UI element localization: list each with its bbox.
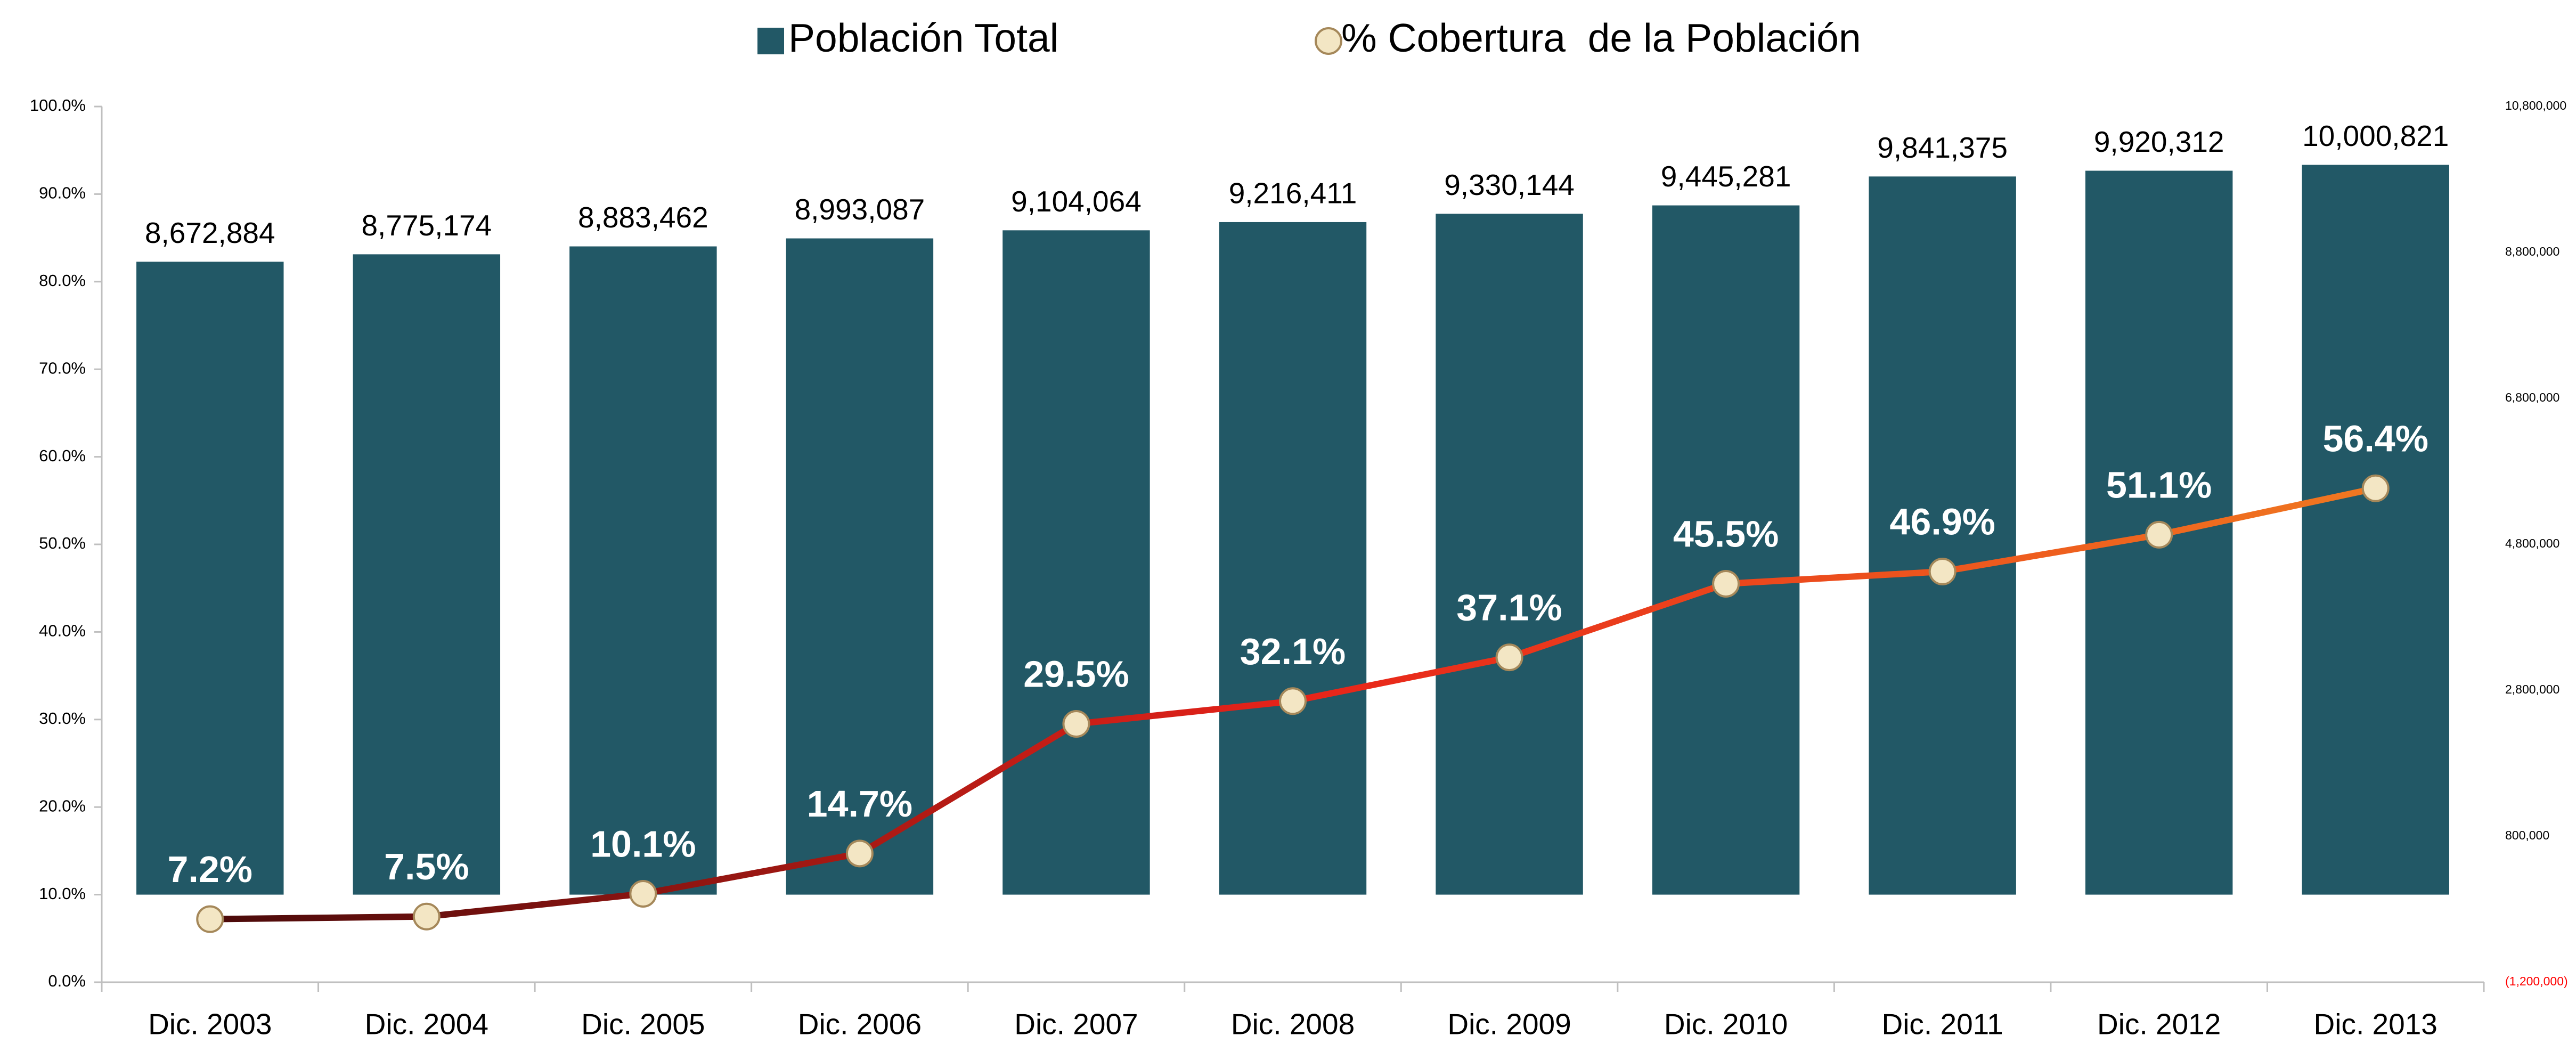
line-value-label: 14.7% — [807, 783, 912, 825]
legend-swatch — [757, 28, 784, 54]
x-tick-label: Dic. 2010 — [1664, 1008, 1788, 1041]
line-marker — [412, 902, 441, 931]
bar-value-label: 9,445,281 — [1661, 160, 1791, 193]
x-tick-label: Dic. 2011 — [1881, 1008, 2003, 1041]
line-value-label: 7.2% — [167, 849, 252, 890]
line-marker — [845, 839, 874, 868]
y2-tick-label: 8,800,000 — [2505, 244, 2559, 258]
y2-tick-label: 2,800,000 — [2505, 682, 2559, 696]
y2-tick-label: (1,200,000) — [2505, 974, 2568, 988]
line-value-label: 46.9% — [1889, 501, 1995, 542]
y-tick-label: 90.0% — [39, 184, 86, 202]
bar-value-label: 9,104,064 — [1011, 185, 1142, 218]
line-marker — [1062, 710, 1090, 738]
bar-value-label: 9,920,312 — [2094, 125, 2224, 158]
line-marker — [1712, 569, 1740, 598]
y-tick-label: 20.0% — [39, 796, 86, 815]
bar — [1652, 205, 1800, 895]
bar-value-label: 8,993,087 — [795, 193, 925, 226]
line-value-label: 7.5% — [384, 846, 469, 887]
line-value-label: 37.1% — [1456, 587, 1562, 629]
x-tick-label: Dic. 2008 — [1231, 1008, 1355, 1041]
y-tick-label: 100.0% — [30, 96, 86, 115]
legend-marker — [1315, 27, 1342, 55]
bar-value-label: 10,000,821 — [2302, 119, 2449, 152]
x-tick-label: Dic. 2009 — [1447, 1008, 1571, 1041]
bar-value-label: 9,330,144 — [1444, 168, 1575, 201]
line-value-label: 45.5% — [1673, 513, 1779, 554]
bar-value-label: 8,775,174 — [361, 209, 492, 242]
bar — [136, 262, 284, 895]
x-tick-label: Dic. 2007 — [1014, 1008, 1138, 1041]
legend-label: % Cobertura de la Población — [1341, 15, 1861, 60]
line-value-label: 29.5% — [1023, 654, 1129, 695]
line-value-label: 51.1% — [2106, 464, 2212, 505]
bar — [569, 246, 717, 895]
y-tick-label: 40.0% — [39, 622, 86, 640]
bar — [1436, 214, 1583, 895]
legend-label: Población Total — [788, 15, 1058, 60]
line-value-label: 56.4% — [2322, 418, 2428, 459]
bar — [1219, 222, 1367, 895]
y2-tick-label: 800,000 — [2505, 828, 2549, 842]
bar-value-label: 9,216,411 — [1229, 176, 1357, 209]
y-tick-label: 70.0% — [39, 358, 86, 377]
y-tick-label: 0.0% — [48, 972, 86, 990]
line-marker — [196, 905, 224, 933]
x-tick-label: Dic. 2006 — [798, 1008, 922, 1041]
line-marker — [1495, 643, 1523, 672]
line-marker — [1928, 557, 1957, 585]
y-tick-label: 60.0% — [39, 446, 86, 465]
x-tick-label: Dic. 2012 — [2097, 1008, 2221, 1041]
line-marker — [2361, 474, 2390, 502]
bar-value-label: 9,841,375 — [1877, 131, 2008, 164]
bar — [1869, 176, 2016, 895]
line-marker — [629, 879, 657, 908]
x-tick-label: Dic. 2003 — [148, 1008, 272, 1041]
y-tick-label: 80.0% — [39, 271, 86, 290]
bar-value-label: 8,883,462 — [578, 201, 708, 234]
y-tick-label: 50.0% — [39, 534, 86, 552]
y2-tick-label: 6,800,000 — [2505, 390, 2559, 404]
bar — [353, 254, 501, 895]
bar — [786, 238, 934, 895]
y-tick-label: 10.0% — [39, 884, 86, 903]
bar — [1002, 230, 1150, 895]
x-tick-label: Dic. 2004 — [365, 1008, 488, 1041]
y2-tick-label: 4,800,000 — [2505, 536, 2559, 550]
y-tick-label: 30.0% — [39, 709, 86, 728]
x-tick-label: Dic. 2013 — [2314, 1008, 2438, 1041]
line-value-label: 32.1% — [1240, 631, 1346, 672]
x-tick-label: Dic. 2005 — [581, 1008, 705, 1041]
line-value-label: 10.1% — [590, 823, 696, 864]
line-marker — [2145, 520, 2173, 549]
bar — [2302, 165, 2449, 895]
line-marker — [1279, 687, 1307, 715]
y2-tick-label: 10,800,000 — [2505, 99, 2566, 112]
bar-value-label: 8,672,884 — [145, 216, 275, 249]
